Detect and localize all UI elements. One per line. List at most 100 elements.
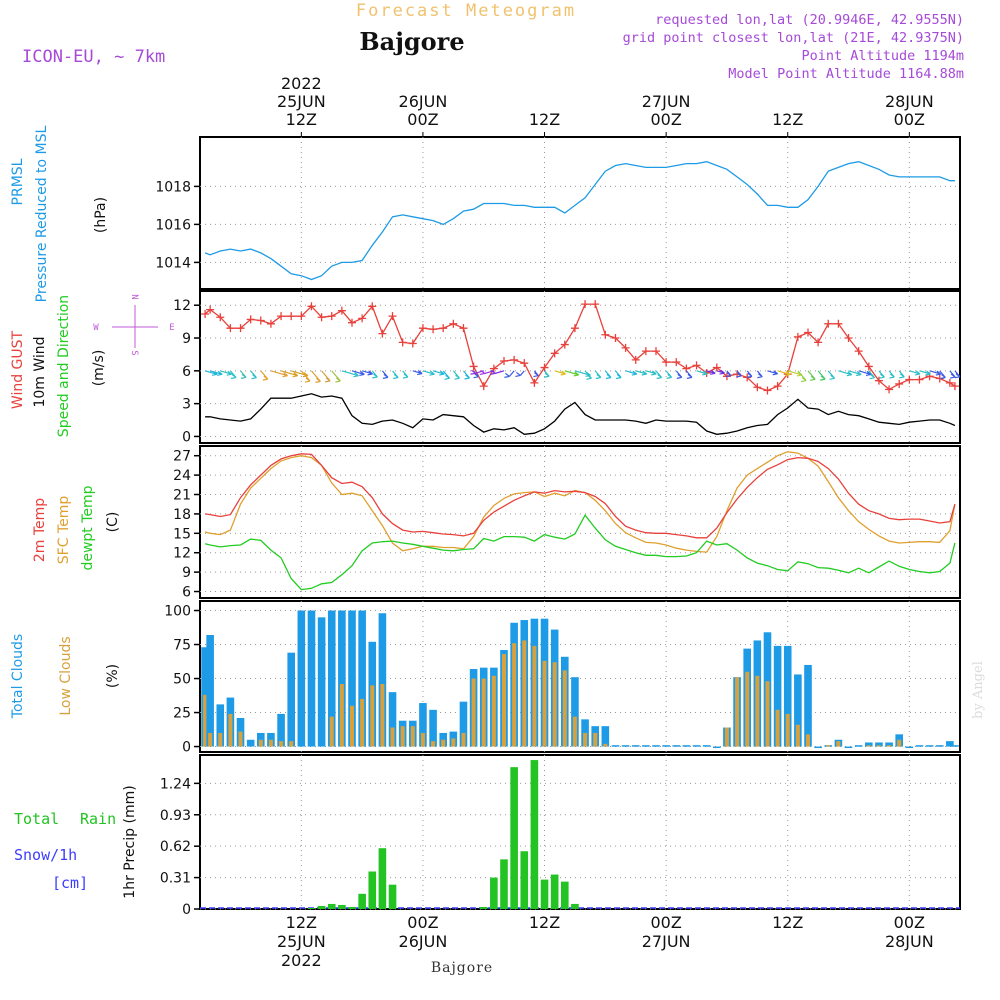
wind-direction-arrow — [270, 370, 288, 378]
gust-marker — [773, 382, 782, 391]
total-clouds-bar — [601, 726, 610, 747]
wind-ytick-label: 0 — [182, 429, 191, 445]
wind-direction-arrow — [361, 370, 373, 376]
bottom-time-label: 00Z — [894, 913, 925, 932]
gust-marker — [297, 312, 306, 321]
wind-direction-arrow — [250, 370, 257, 380]
gust-marker — [500, 356, 508, 365]
gust-marker — [712, 363, 721, 372]
2m-temp-line — [205, 453, 956, 539]
gust-marker — [915, 375, 924, 384]
low-clouds-bar — [420, 732, 425, 747]
temp-ytick-label: 6 — [182, 585, 191, 601]
wind-direction-arrow — [954, 370, 961, 379]
total-clouds-bar — [854, 745, 863, 747]
clouds-ytick-label: 25 — [173, 706, 191, 722]
low-clouds-bar — [329, 716, 334, 747]
pressure-panel-labels: PRMSL Pressure Reduced to MSL (hPa) — [10, 125, 109, 302]
low-clouds-bar — [208, 732, 213, 747]
total-clouds-bar — [844, 746, 853, 749]
total-clouds-bar — [935, 745, 944, 747]
total-clouds-bar — [348, 610, 356, 747]
gust-marker — [277, 312, 286, 321]
total-clouds-bar — [246, 739, 255, 747]
low-clouds-bar — [238, 731, 243, 747]
gust-marker — [439, 324, 448, 333]
total-clouds-bar — [621, 745, 630, 747]
low-clouds-bar — [268, 739, 273, 747]
temp-label-dewpt: dewpt Temp — [80, 485, 96, 570]
low-clouds-bar — [400, 726, 405, 747]
temp-ytick-label: 12 — [173, 546, 191, 562]
wind-ytick-label: 12 — [173, 298, 191, 314]
wind-direction-arrow — [848, 370, 862, 377]
gust-marker — [621, 343, 630, 352]
gust-marker — [611, 334, 620, 343]
rain-bar — [307, 907, 316, 909]
wind-label-speed-dir: Speed and Direction — [56, 295, 72, 437]
total-clouds-bar — [631, 745, 640, 747]
wind-direction-arrow — [604, 370, 612, 380]
chart-plot-area: 1014 1016 1018 0 3 6 9 12 6 9 12 15 18 21 24 27 0 25 50 75 1… — [155, 74, 961, 970]
low-clouds-bar — [360, 698, 365, 747]
total-clouds-bar — [338, 610, 346, 747]
low-clouds-bar — [218, 732, 223, 747]
gust-marker — [804, 328, 812, 337]
gust-marker — [398, 338, 407, 347]
gust-marker — [662, 358, 671, 367]
low-clouds-bar — [603, 743, 608, 747]
wind-direction-arrow — [490, 369, 505, 375]
total-clouds-bar — [459, 701, 468, 747]
low-clouds-bar — [512, 643, 517, 747]
bottom-time-label: 00Z — [407, 913, 438, 932]
low-clouds-bar — [431, 741, 436, 747]
total-clouds-bar — [713, 746, 721, 749]
credit-watermark: by Angel — [971, 661, 986, 719]
wind-direction-arrow — [725, 370, 732, 378]
pressure-ytick-label: 1014 — [155, 255, 191, 271]
gust-marker — [348, 318, 356, 327]
clouds-ytick-label: 100 — [164, 604, 191, 620]
rain-bar — [530, 760, 539, 909]
gust-marker — [652, 347, 660, 356]
rain-bar — [327, 903, 336, 909]
temp-label-sfc: SFC Temp — [56, 496, 72, 565]
wind-direction-arrow — [422, 370, 435, 376]
gust-marker — [388, 312, 397, 321]
low-clouds-bar — [795, 724, 800, 747]
low-clouds-bar — [491, 675, 496, 747]
rain-bar — [571, 903, 579, 909]
bottom-time-label: 2022 — [281, 951, 322, 970]
rain-bar — [338, 904, 346, 909]
wind-direction-arrow — [615, 370, 622, 380]
wind-direction-arrow — [858, 370, 872, 376]
clouds-ytick-label: 50 — [173, 672, 191, 688]
bottom-time-label: 00Z — [650, 913, 681, 932]
wind-direction-arrow — [675, 370, 683, 379]
total-clouds-bar — [358, 610, 366, 747]
gust-marker — [601, 330, 610, 339]
precip-label-snow: Snow/1h — [14, 846, 77, 864]
rain-bar — [490, 877, 498, 909]
total-clouds-bar — [611, 745, 620, 747]
rain-bar — [388, 884, 397, 909]
pressure-frame — [199, 136, 961, 290]
gust-marker — [824, 319, 833, 328]
gust-marker — [814, 338, 823, 347]
compass-west: W — [93, 323, 99, 333]
low-clouds-bar — [410, 726, 415, 747]
low-clouds-bar — [735, 677, 740, 747]
top-time-label: 00Z — [894, 110, 925, 129]
wind-direction-arrow — [736, 370, 742, 378]
wind-direction-arrow — [584, 370, 592, 380]
wind-direction-arrow — [463, 370, 471, 380]
precip-label-rain: Rain — [80, 810, 116, 828]
total-clouds-bar — [773, 645, 782, 747]
sfc-temp-line — [204, 451, 956, 553]
total-clouds-bar — [307, 610, 316, 747]
top-time-label: 2022 — [281, 74, 322, 93]
wind-direction-arrow — [504, 370, 515, 378]
wind-direction-arrow — [868, 370, 876, 380]
location-title: Bajgore — [359, 27, 464, 56]
low-clouds-bar — [572, 716, 577, 747]
